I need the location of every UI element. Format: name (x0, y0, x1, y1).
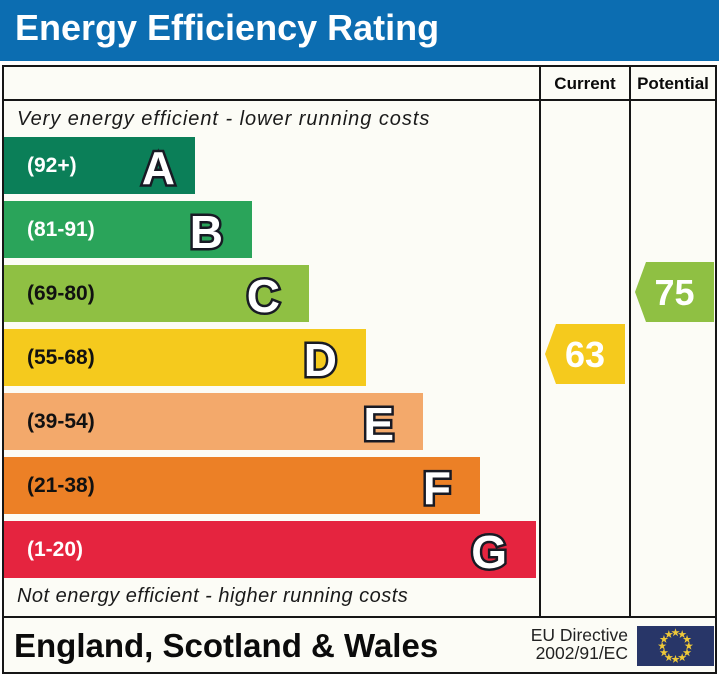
band-b-range: (81-91) (27, 218, 95, 241)
band-d: (55-68) D (4, 329, 366, 389)
page-title: Energy Efficiency Rating (15, 7, 440, 48)
current-rating-value: 63 (564, 334, 606, 375)
band-g: (1-20) G (4, 521, 536, 581)
band-f-range: (21-38) (27, 474, 95, 497)
bottom-note: Not energy efficient - higher running co… (17, 585, 409, 607)
band-g-range: (1-20) (27, 538, 84, 561)
band-c-letter: C (247, 268, 280, 325)
band-a-letter: A (142, 140, 175, 197)
footer-divider (4, 616, 715, 618)
eu-directive-label: EU Directive 2002/91/EC (428, 625, 628, 662)
potential-column-header: Potential (637, 74, 709, 93)
band-e-letter: E (363, 396, 394, 453)
potential-rating-arrow: 75 (635, 262, 714, 322)
band-d-range: (55-68) (27, 346, 95, 369)
eu-flag (637, 626, 714, 666)
band-e-range: (39-54) (27, 410, 95, 433)
band-g-letter: G (471, 524, 507, 581)
band-d-letter: D (304, 332, 337, 389)
eu-flag-stars (657, 628, 694, 663)
band-f-letter: F (423, 460, 451, 517)
band-f: (21-38) F (4, 457, 480, 517)
current-column-header: Current (554, 74, 616, 93)
band-a-range: (92+) (27, 154, 77, 177)
band-a: (92+) A (4, 137, 195, 197)
band-c-range: (69-80) (27, 282, 95, 305)
current-column-divider (539, 67, 541, 616)
eu-directive-line2: 2002/91/EC (535, 643, 628, 663)
potential-column-divider (629, 67, 631, 616)
top-note: Very energy efficient - lower running co… (17, 108, 431, 130)
band-c: (69-80) C (4, 265, 309, 325)
footer-region-label: England, Scotland & Wales (14, 627, 439, 664)
band-e: (39-54) E (4, 393, 423, 453)
title-banner: Energy Efficiency Rating (0, 0, 719, 61)
band-b-letter: B (190, 204, 223, 261)
potential-rating-value: 75 (654, 272, 695, 313)
current-rating-arrow: 63 (545, 324, 625, 384)
header-divider (4, 99, 715, 101)
eu-directive-line1: EU Directive (530, 625, 628, 645)
band-b: (81-91) B (4, 201, 252, 261)
